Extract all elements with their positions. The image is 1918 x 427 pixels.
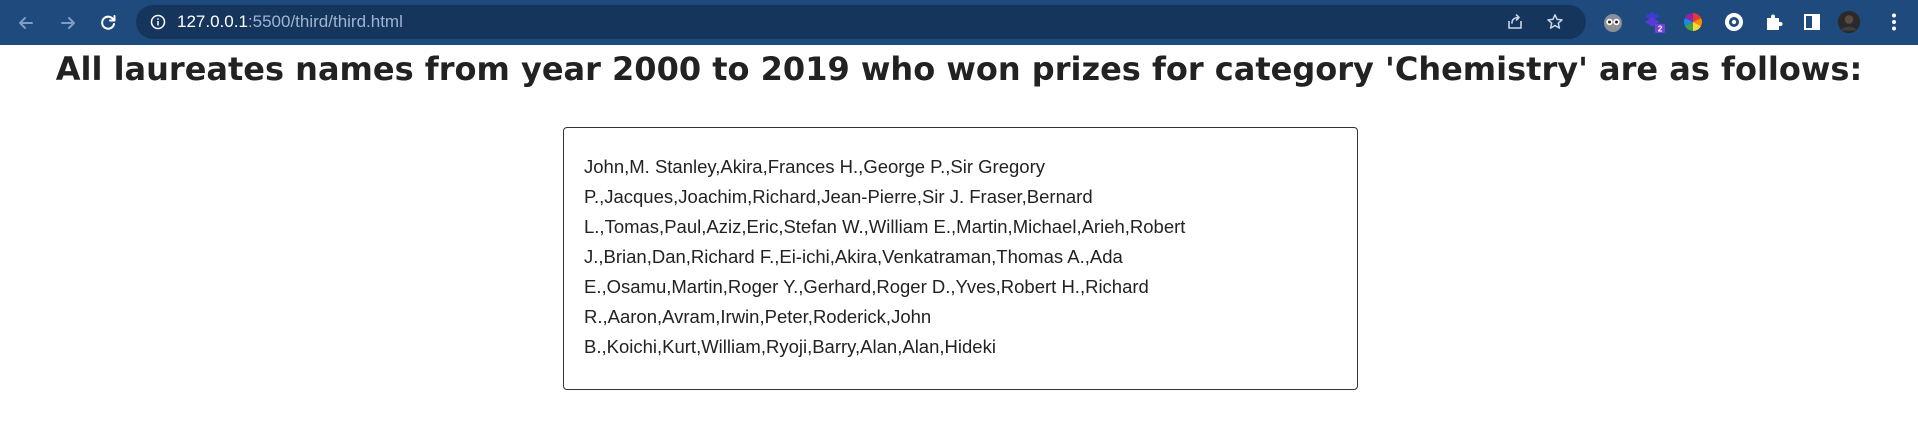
reload-button[interactable]: [94, 9, 122, 37]
star-icon[interactable]: [1546, 13, 1564, 31]
puzzle-icon[interactable]: [1762, 10, 1786, 34]
url-host: 127.0.0.1: [177, 12, 248, 31]
owl-extension-icon[interactable]: [1601, 10, 1625, 34]
forward-button[interactable]: [54, 9, 82, 37]
arrow-left-icon: [19, 17, 33, 29]
address-bar[interactable]: 127.0.0.1:5500/third/third.html: [136, 5, 1586, 39]
avatar[interactable]: [1837, 10, 1861, 34]
url-path: :5500/third/third.html: [247, 12, 403, 31]
share-icon[interactable]: [1506, 13, 1524, 31]
extension-badge: 2: [1658, 24, 1663, 34]
arrow-right-icon: [61, 17, 75, 29]
url-text[interactable]: 127.0.0.1:5500/third/third.html: [177, 5, 403, 39]
browser-toolbar: 127.0.0.1:5500/third/third.html 2: [0, 0, 1918, 45]
circle-extension-icon[interactable]: [1722, 10, 1746, 34]
page-title: All laureates names from year 2000 to 20…: [55, 50, 1863, 88]
info-icon[interactable]: [150, 14, 166, 30]
kebab-menu-icon[interactable]: [1882, 10, 1906, 34]
laureates-names-text: John,M. Stanley,Akira,Frances H.,George …: [584, 156, 1186, 357]
side-panel-icon[interactable]: [1800, 10, 1824, 34]
back-button[interactable]: [12, 9, 40, 37]
color-wheel-extension-icon[interactable]: [1681, 10, 1705, 34]
stack-extension-icon[interactable]: 2: [1642, 10, 1666, 34]
reload-icon: [101, 15, 116, 30]
laureates-names-box: John,M. Stanley,Akira,Frances H.,George …: [563, 127, 1358, 390]
